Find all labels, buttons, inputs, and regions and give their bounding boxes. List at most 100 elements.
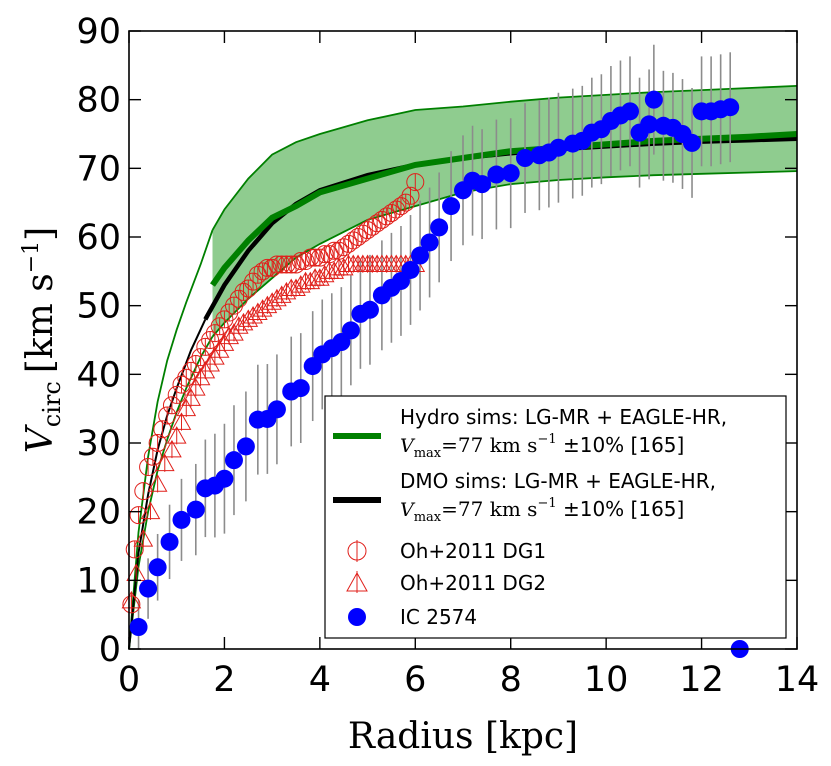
ic2574-marker — [549, 138, 568, 157]
dg2-marker — [324, 261, 345, 279]
dg1-marker — [177, 368, 196, 387]
dg1-marker — [291, 252, 310, 271]
dg2-marker — [219, 326, 240, 345]
ic2574-marker — [721, 98, 740, 117]
dg1-marker — [406, 173, 425, 192]
dg1-marker — [239, 279, 258, 298]
dg2-marker — [190, 367, 211, 386]
dg1-marker — [220, 303, 239, 322]
ic2574-marker — [291, 379, 310, 398]
dg1-marker — [210, 317, 229, 336]
dg2-marker — [333, 257, 354, 276]
dg2-marker — [276, 281, 297, 300]
dg1-marker — [391, 197, 410, 216]
dg2-marker — [310, 268, 330, 286]
x-tick-label: 4 — [309, 660, 331, 700]
dg2-marker — [154, 453, 175, 472]
legend: Hydro sims: LG-MR + EAGLE-HR, Vmax=77 km… — [324, 395, 787, 639]
dg1-marker — [215, 310, 234, 329]
y-axis-label-symbol: V — [20, 423, 61, 453]
dg2-marker — [162, 439, 182, 458]
ic2574-marker — [172, 510, 191, 529]
legend-hydro-range: ±10% [165] — [557, 433, 685, 457]
ic2574-marker — [224, 451, 243, 470]
dg1-marker — [186, 355, 205, 374]
dg2-marker — [166, 426, 187, 444]
x-tick-label: 14 — [775, 660, 820, 700]
dg1-marker — [244, 272, 263, 291]
x-tick-label: 0 — [118, 660, 140, 700]
y-axis-label-subscript: circ — [38, 381, 66, 427]
ic2574-marker — [442, 197, 461, 216]
dg2-marker — [233, 312, 254, 331]
y-tick-label: 20 — [76, 493, 121, 533]
dg1-marker — [339, 234, 358, 253]
dg1-marker — [306, 248, 325, 267]
dg1-marker — [229, 289, 248, 308]
y-axis-label: Vcirc [km s−1] — [19, 227, 66, 453]
ic2574-marker — [640, 115, 659, 134]
dg1-marker — [382, 203, 401, 222]
dg2-marker — [205, 347, 225, 365]
dg1-marker — [172, 375, 191, 394]
dg2-marker — [228, 316, 249, 334]
dg1-marker — [122, 595, 141, 614]
dg1-marker — [272, 255, 291, 274]
dg1-marker — [153, 420, 172, 439]
legend-dmo-units-exponent: −1 — [537, 496, 556, 511]
hydro-band-upper-edge — [211, 85, 798, 231]
legend-ic-marker — [348, 608, 366, 626]
dg2-marker — [290, 275, 311, 293]
dg1-marker — [363, 217, 382, 236]
legend-hydro-label-line2: Vmax=77 km s−1 ±10% [165] — [400, 432, 684, 461]
dg1-marker — [134, 482, 153, 501]
dg1-marker — [167, 385, 186, 404]
dg1-marker — [139, 458, 158, 477]
dg2-marker — [314, 264, 335, 283]
legend-dg1-label: Oh+2011 DG1 — [400, 539, 546, 563]
ic2574-marker — [501, 164, 520, 183]
dg2-marker — [133, 529, 154, 547]
dg2-marker — [252, 299, 273, 317]
dg1-marker — [258, 258, 277, 277]
y-axis-label-exponent: −1 — [19, 241, 44, 273]
y-tick-label: 70 — [76, 149, 121, 189]
hydro-band-fill — [212, 85, 797, 337]
legend-dmo-vmax-subscript: max — [414, 510, 442, 525]
legend-hydro-vmax-symbol: V — [400, 435, 416, 457]
dg2-marker — [257, 295, 278, 314]
dg1-marker — [182, 361, 201, 380]
ic2574-marker — [683, 133, 702, 152]
dg2-marker — [267, 288, 287, 307]
legend-dg2-label: Oh+2011 DG2 — [400, 571, 546, 595]
ic2574-marker — [186, 500, 205, 519]
ic2574-marker — [139, 579, 158, 598]
legend-hydro-vmax-value: =77 km s — [441, 433, 537, 457]
x-axis-label: Radius [kpc] — [348, 716, 578, 757]
y-tick-label: 40 — [76, 355, 121, 395]
dg1-marker — [368, 214, 387, 233]
dg1-marker — [263, 258, 282, 277]
y-tick-label: 30 — [76, 424, 121, 464]
y-tick-label: 60 — [76, 218, 121, 258]
dg1-marker — [191, 348, 210, 367]
x-tick-label: 2 — [213, 660, 235, 700]
y-tick-label: 80 — [76, 81, 121, 121]
legend-hydro-label-line1: Hydro sims: LG-MR + EAGLE-HR, — [400, 405, 727, 429]
dg2-marker — [200, 354, 220, 372]
dg1-marker — [315, 245, 334, 264]
y-tick-label: 50 — [76, 287, 121, 327]
ic2574-marker — [341, 321, 360, 340]
x-tick-label: 6 — [404, 660, 426, 700]
dg1-marker — [277, 255, 296, 274]
ic2574-marker — [236, 437, 255, 456]
dg1-marker — [196, 337, 215, 356]
dg1-marker — [401, 186, 420, 205]
dg1-marker — [329, 241, 348, 260]
dg1-marker — [349, 228, 368, 246]
ic2574-marker — [644, 90, 663, 109]
dg1-marker — [353, 224, 372, 243]
dg2-marker — [262, 292, 282, 310]
ic2574-marker — [160, 532, 179, 551]
dg1-marker — [296, 252, 315, 271]
